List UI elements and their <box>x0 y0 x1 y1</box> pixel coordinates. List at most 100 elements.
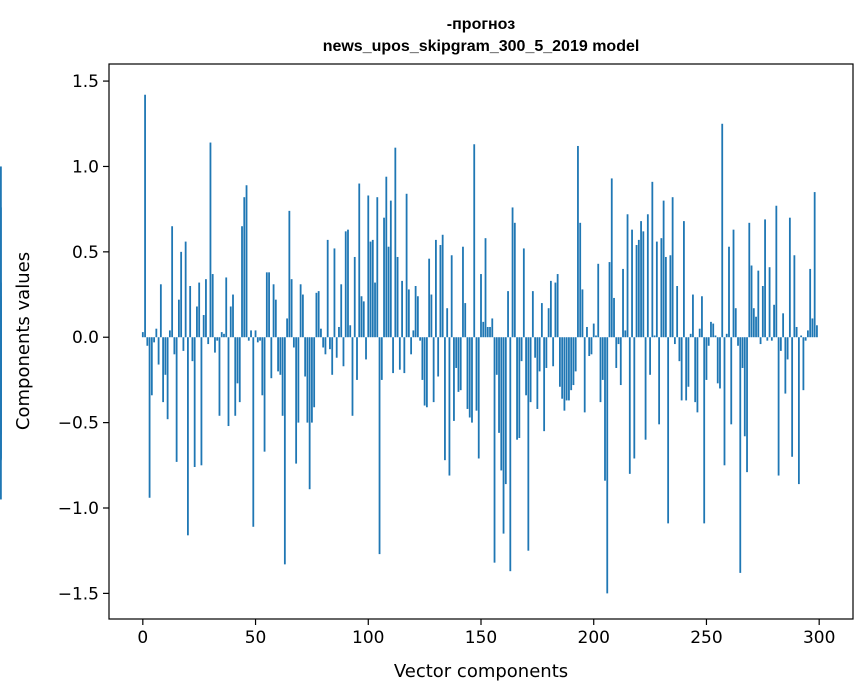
bar <box>457 337 460 392</box>
bar <box>595 335 597 338</box>
bar <box>692 294 694 338</box>
bar <box>317 291 320 338</box>
bar <box>574 337 577 372</box>
bar <box>807 330 809 338</box>
bar <box>272 284 275 338</box>
bar <box>446 308 449 338</box>
bar <box>586 326 588 338</box>
bar <box>761 286 764 338</box>
bar <box>770 337 773 341</box>
bar <box>292 337 295 348</box>
bar <box>464 303 467 338</box>
bar <box>279 337 282 375</box>
bar <box>471 337 473 423</box>
y-tick-label: −1.5 <box>58 584 99 604</box>
bar <box>175 337 178 462</box>
bar <box>549 280 552 338</box>
bar <box>207 337 210 345</box>
bar <box>229 306 232 338</box>
bar <box>685 337 688 401</box>
bar <box>482 321 485 338</box>
bar <box>565 337 568 401</box>
bar <box>252 337 255 527</box>
bar <box>683 221 685 338</box>
bar <box>202 315 205 338</box>
bar <box>232 294 234 338</box>
bar <box>644 337 647 440</box>
bar <box>392 337 394 374</box>
bar <box>182 337 185 351</box>
bar <box>628 337 631 474</box>
bar <box>653 335 656 338</box>
bar <box>367 195 370 338</box>
y-tick-label: −0.5 <box>58 414 99 434</box>
bar <box>200 337 203 466</box>
bar <box>227 337 230 427</box>
bar <box>489 326 491 338</box>
bar <box>552 337 555 367</box>
bar <box>613 297 615 338</box>
bar <box>816 325 818 338</box>
bar <box>511 207 514 338</box>
bar <box>755 316 757 338</box>
bar <box>509 337 512 572</box>
bar <box>387 246 390 338</box>
bar <box>719 337 721 389</box>
bar <box>168 330 171 338</box>
bar <box>811 318 814 338</box>
x-tick-label: 50 <box>245 628 267 648</box>
bar <box>646 214 649 338</box>
bar <box>241 226 243 338</box>
bar <box>773 304 775 338</box>
bar <box>338 326 340 338</box>
bar <box>671 197 674 338</box>
bar <box>502 337 505 534</box>
bar <box>624 330 627 338</box>
bar <box>259 337 261 341</box>
bar <box>608 262 611 338</box>
bar <box>536 337 539 409</box>
bar <box>466 337 469 409</box>
bar <box>304 337 307 377</box>
bar <box>173 337 176 355</box>
bar <box>335 337 338 358</box>
bar <box>590 337 593 355</box>
bar <box>655 241 658 338</box>
bar <box>329 337 331 350</box>
bar <box>256 337 259 343</box>
bar <box>777 337 780 476</box>
bar <box>214 337 216 353</box>
bar <box>378 337 381 555</box>
bar <box>385 176 388 338</box>
bar <box>462 246 464 338</box>
bar <box>299 284 302 338</box>
bar <box>263 337 266 452</box>
bar <box>333 248 336 338</box>
bar <box>570 337 573 391</box>
bar <box>270 337 273 379</box>
bar <box>297 337 300 423</box>
bar <box>396 256 399 338</box>
bar <box>520 337 523 362</box>
bar <box>534 337 537 358</box>
bar <box>579 222 582 338</box>
bar <box>766 337 769 341</box>
bar <box>633 337 636 459</box>
bar <box>437 337 440 377</box>
bar <box>750 265 753 338</box>
bar <box>401 280 403 338</box>
bar <box>405 193 408 338</box>
bar <box>0 337 2 459</box>
bar <box>374 282 376 338</box>
bar <box>281 337 284 416</box>
bar <box>153 337 155 343</box>
x-tick-label: 300 <box>803 628 835 648</box>
bar <box>209 142 212 338</box>
plot-frame <box>108 63 854 620</box>
bar <box>144 94 146 338</box>
y-tick-label: 1.5 <box>72 72 99 92</box>
bar <box>737 337 739 346</box>
chart-title-line2: news_upos_skipgram_300_5_2019 model <box>323 38 640 55</box>
bar <box>619 337 622 386</box>
bar <box>725 333 728 338</box>
